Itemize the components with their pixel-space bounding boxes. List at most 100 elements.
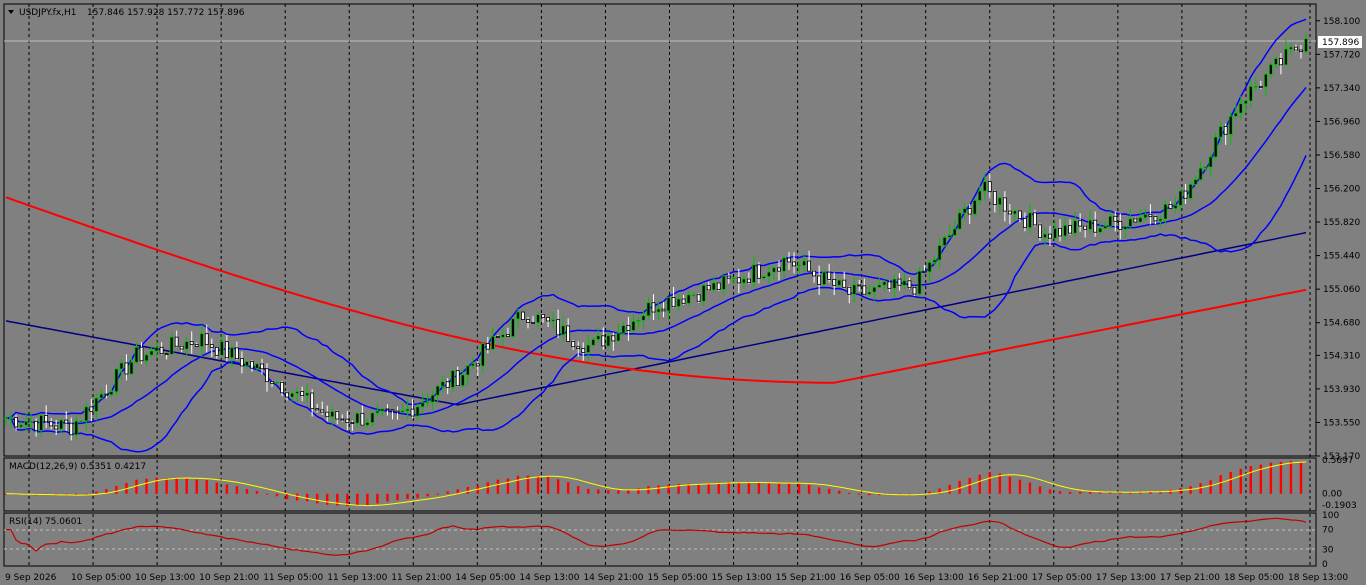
macd-bar [235, 486, 239, 494]
bull-candle [1193, 179, 1198, 185]
bull-candle [641, 315, 646, 321]
bull-candle [154, 346, 159, 352]
macd-bar [978, 474, 981, 494]
bear-candle [611, 335, 616, 342]
macd-bar [587, 488, 590, 494]
macd-bar [185, 478, 188, 494]
macd-bar [275, 493, 279, 497]
bear-candle [1223, 126, 1228, 135]
bear-candle [857, 284, 862, 287]
bear-candle [1148, 213, 1153, 217]
macd-bar [436, 493, 439, 495]
macd-panel[interactable] [3, 457, 1317, 512]
bear-candle [340, 418, 345, 421]
bull-candle [144, 354, 149, 362]
macd-bar [1269, 462, 1273, 494]
bull-candle [631, 321, 636, 331]
macd-bar [356, 493, 359, 506]
bear-candle [566, 325, 571, 342]
macd-bar [1279, 461, 1283, 494]
bear-candle [546, 317, 550, 322]
bull-candle [9, 417, 13, 419]
macd-bar [1129, 492, 1132, 494]
bear-candle [280, 381, 284, 394]
macd-bar [667, 484, 670, 494]
bear-candle [651, 302, 656, 313]
macd-bar [627, 489, 630, 494]
macd-bar [617, 490, 620, 494]
macd-bar [657, 485, 660, 494]
macd-bar [536, 475, 540, 494]
candlestick-series[interactable] [4, 33, 1308, 441]
macd-bar [315, 493, 319, 504]
bull-candle [621, 325, 626, 334]
price-panel[interactable] [3, 3, 1317, 457]
bear-candle [270, 381, 274, 384]
macd-bar [697, 483, 700, 494]
bear-candle [139, 346, 144, 362]
bear-candle [1023, 218, 1027, 229]
bull-candle [1213, 136, 1218, 158]
bull-candle [39, 415, 44, 431]
macd-bar [807, 484, 811, 494]
macd-bar [205, 480, 208, 494]
time-tick-label: 17 Sep 13:00 [1096, 573, 1156, 583]
macd-bar [195, 479, 198, 494]
bull-candle [852, 284, 857, 295]
macd-bar [516, 475, 520, 494]
bear-candle [726, 275, 731, 279]
macd-bar [1028, 482, 1032, 494]
chart-menu-triangle-icon[interactable] [8, 10, 14, 14]
time-tick-label: 14 Sep 13:00 [519, 573, 579, 583]
rsi-panel[interactable] [3, 512, 1317, 567]
bear-candle [716, 282, 721, 290]
bull-candle [129, 361, 134, 375]
macd-bar [326, 493, 329, 505]
bull-candle [460, 374, 465, 387]
macd-bar [707, 483, 710, 494]
macd-bar [65, 493, 68, 495]
bull-candle [1304, 38, 1308, 52]
bear-candle [1048, 233, 1052, 239]
price-axis[interactable]: 158.100 157.720 157.340 156.960 156.580 156.2… [1316, 17, 1360, 462]
bear-candle [49, 421, 54, 427]
bull-candle [1012, 210, 1017, 215]
bull-candle [892, 278, 897, 289]
bear-candle [475, 363, 480, 367]
macd-bar [75, 493, 78, 496]
bull-candle [551, 319, 556, 322]
bull-candle [1284, 48, 1288, 66]
bull-candle [561, 325, 566, 336]
bull-candle [606, 335, 611, 347]
bull-candle [365, 422, 370, 426]
macd-bar [1219, 475, 1222, 494]
price-tick-label: 156.960 [1323, 117, 1360, 127]
macd-bar [85, 493, 88, 495]
bull-candle [767, 271, 771, 277]
time-tick-label: 11 Sep 21:00 [391, 573, 451, 583]
bull-candle [380, 408, 385, 412]
bear-candle [360, 412, 365, 426]
bull-candle [415, 406, 420, 417]
macd-bar [1058, 491, 1062, 494]
bear-candle [907, 280, 912, 289]
bull-candle [762, 276, 766, 279]
macd-bar [396, 493, 399, 501]
macd-bar [928, 491, 931, 494]
bear-candle [189, 341, 194, 345]
macd-bar [1008, 476, 1012, 494]
bull-candle [1128, 218, 1133, 227]
bull-candle [942, 236, 947, 246]
bull-candle [711, 282, 716, 291]
macd-bar [486, 482, 490, 494]
time-axis[interactable]: 9 Sep 2026 10 Sep 05:00 10 Sep 13:00 10 Sep… [5, 573, 1348, 583]
bull-candle [29, 420, 33, 423]
macd-bar [1038, 486, 1042, 494]
macd-bar [366, 493, 369, 506]
bull-candle [370, 412, 375, 423]
bull-candle [802, 260, 806, 266]
macd-bar [1109, 491, 1112, 494]
macd-bar [1139, 491, 1142, 494]
bear-candle [827, 271, 832, 280]
